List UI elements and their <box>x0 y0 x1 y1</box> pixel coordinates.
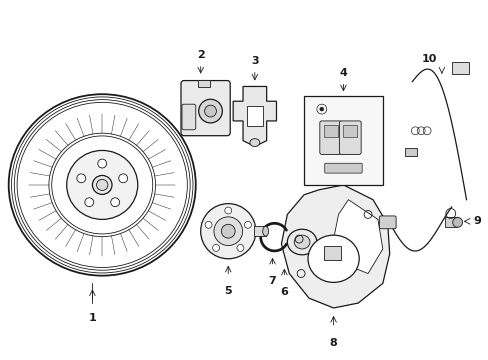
FancyBboxPatch shape <box>181 81 230 136</box>
Bar <box>197 80 209 87</box>
Circle shape <box>200 204 255 259</box>
Ellipse shape <box>77 174 85 183</box>
Ellipse shape <box>85 198 94 207</box>
Text: 6: 6 <box>280 287 288 297</box>
Bar <box>343 125 357 137</box>
FancyBboxPatch shape <box>182 104 195 130</box>
Text: 7: 7 <box>268 276 276 287</box>
FancyBboxPatch shape <box>339 121 361 154</box>
Ellipse shape <box>294 235 309 249</box>
Bar <box>304 96 382 185</box>
Circle shape <box>198 99 222 123</box>
Ellipse shape <box>119 174 127 183</box>
Text: 2: 2 <box>196 50 204 60</box>
Ellipse shape <box>110 198 120 207</box>
Ellipse shape <box>98 159 106 168</box>
Ellipse shape <box>262 226 268 236</box>
Text: 5: 5 <box>224 286 232 296</box>
Text: 8: 8 <box>329 338 337 347</box>
Circle shape <box>205 221 212 228</box>
Ellipse shape <box>307 235 359 282</box>
Circle shape <box>213 217 242 246</box>
Circle shape <box>452 217 462 227</box>
Text: 4: 4 <box>339 68 346 78</box>
Text: 9: 9 <box>472 216 480 226</box>
Bar <box>323 246 341 260</box>
Bar <box>451 62 468 74</box>
Ellipse shape <box>249 139 259 147</box>
Circle shape <box>224 207 231 214</box>
Bar <box>405 148 416 156</box>
Circle shape <box>319 107 323 111</box>
Ellipse shape <box>287 229 316 255</box>
Bar <box>323 125 337 137</box>
Circle shape <box>237 244 244 251</box>
Bar <box>246 106 262 126</box>
FancyBboxPatch shape <box>319 121 341 154</box>
Polygon shape <box>281 185 389 308</box>
Circle shape <box>204 105 216 117</box>
Polygon shape <box>233 86 276 145</box>
Bar <box>444 217 456 227</box>
Bar <box>253 226 265 236</box>
Text: 10: 10 <box>421 54 436 64</box>
Circle shape <box>212 244 219 251</box>
FancyBboxPatch shape <box>379 216 395 229</box>
FancyBboxPatch shape <box>324 163 362 173</box>
Ellipse shape <box>66 150 138 219</box>
Ellipse shape <box>92 175 112 194</box>
Circle shape <box>244 221 251 228</box>
Polygon shape <box>333 200 382 274</box>
Circle shape <box>221 224 235 238</box>
Ellipse shape <box>96 179 108 190</box>
Text: 1: 1 <box>88 313 96 323</box>
Text: 3: 3 <box>250 56 258 66</box>
